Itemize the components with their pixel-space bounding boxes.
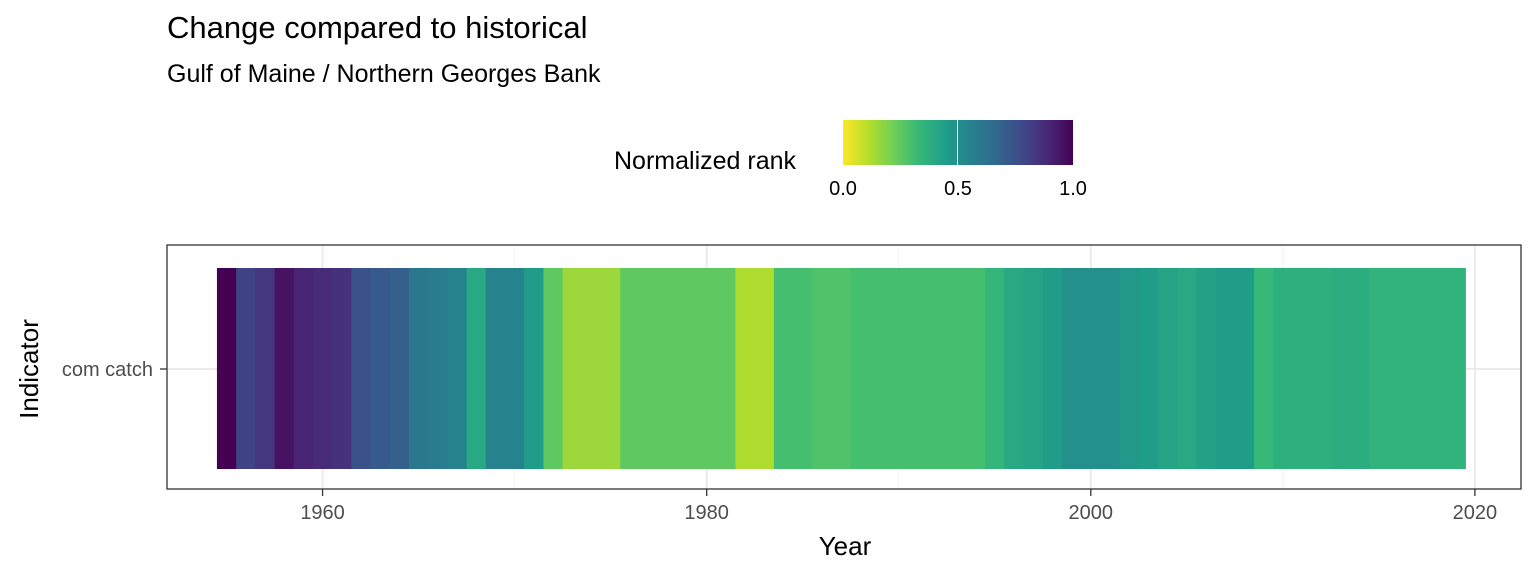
heatmap-tile-1996: [1004, 268, 1025, 469]
heatmap-tile-1992: [927, 268, 948, 469]
heatmap-tile-2008: [1234, 268, 1255, 469]
legend-tick-label-0: 0.0: [829, 178, 857, 200]
heatmap-tile-1955: [216, 268, 237, 469]
heatmap-tile-1989: [869, 268, 890, 469]
panel-border: [166, 244, 1522, 490]
heatmap-tile-1994: [965, 268, 986, 469]
x-tick-label: 1980: [684, 502, 729, 524]
heatmap-tile-2010: [1273, 268, 1294, 469]
x-tick-label: 1960: [300, 502, 345, 524]
heatmap-tile-1982: [735, 268, 756, 469]
heatmap-tile-2005: [1177, 268, 1198, 469]
heatmap-tile-1962: [351, 268, 372, 469]
heatmap-tile-2002: [1119, 268, 1140, 469]
heatmap-tile-1963: [370, 268, 391, 469]
heatmap-tile-2007: [1215, 268, 1236, 469]
heatmap-tile-1987: [831, 268, 852, 469]
heatmap-tile-1968: [466, 268, 487, 469]
heatmap-tile-1959: [293, 268, 314, 469]
heatmap-tiles: [216, 268, 1466, 469]
heatmap-tile-1985: [793, 268, 813, 469]
x-axis-title: Year: [819, 531, 872, 561]
heatmap-tile-2013: [1330, 268, 1351, 469]
heatmap-tile-1957: [255, 268, 276, 469]
heatmap-tile-1983: [754, 268, 775, 469]
y-axis-title: Indicator: [14, 319, 44, 419]
heatmap-tile-2014: [1350, 268, 1370, 469]
heatmap-tile-1984: [773, 268, 794, 469]
heatmap-tile-2017: [1407, 268, 1428, 469]
heatmap-tile-1967: [447, 268, 468, 469]
heatmap-tile-2011: [1292, 268, 1313, 469]
legend-tick-label-1: 0.5: [944, 178, 972, 200]
heatmap-tile-1981: [716, 268, 737, 469]
heatmap-tile-2004: [1158, 268, 1178, 469]
heatmap-tile-1986: [812, 268, 833, 469]
heatmap-tile-1969: [485, 268, 506, 469]
legend-colorbar: [843, 120, 1073, 165]
heatmap-tile-2018: [1426, 268, 1447, 469]
heatmap-tile-1988: [850, 268, 871, 469]
heatmap-tile-1971: [524, 268, 545, 469]
heatmap-tile-2019: [1446, 268, 1466, 469]
heatmap-tile-2001: [1100, 268, 1121, 469]
heatmap-tile-1961: [332, 268, 352, 469]
heatmap-tile-1995: [985, 268, 1005, 469]
heatmap-tile-1979: [677, 268, 698, 469]
heatmap-tile-1976: [620, 268, 641, 469]
heatmap-tile-1965: [408, 268, 429, 469]
heatmap-tile-1974: [581, 268, 602, 469]
heatmap-tile-2009: [1254, 268, 1274, 469]
y-tick-label: com catch: [62, 359, 153, 381]
heatmap-tile-2000: [1081, 268, 1101, 469]
heatmap-tile-1990: [889, 268, 909, 469]
heatmap-tile-1991: [908, 268, 929, 469]
heatmap-tile-2016: [1388, 268, 1409, 469]
heatmap-tile-1993: [946, 268, 967, 469]
legend-tick-mark: [957, 120, 958, 165]
chart-title: Change compared to historical: [167, 10, 588, 45]
x-tick-label: 2020: [1453, 502, 1498, 524]
x-axis: 1960 1980 2000 2020: [300, 489, 1497, 524]
chart-subtitle: Gulf of Maine / Northern Georges Bank: [167, 60, 601, 88]
heatmap-tile-1977: [639, 268, 660, 469]
legend-title: Normalized rank: [614, 147, 797, 175]
heatmap-tile-1998: [1042, 268, 1063, 469]
heatmap-tile-1999: [1061, 268, 1082, 469]
heatmap-tile-1966: [428, 268, 449, 469]
heatmap-tile-1997: [1023, 268, 1044, 469]
heatmap-tile-1960: [312, 268, 333, 469]
heatmap-tile-1972: [543, 268, 564, 469]
heatmap-tile-1973: [562, 268, 583, 469]
heatmap-tile-1956: [236, 268, 256, 469]
heatmap-tile-1958: [274, 268, 295, 469]
legend-tick-label-2: 1.0: [1059, 178, 1087, 200]
heatmap-tile-2015: [1369, 268, 1390, 469]
heatmap-tile-1980: [697, 268, 717, 469]
x-tick-label: 2000: [1069, 502, 1114, 524]
heatmap-tile-1964: [389, 268, 410, 469]
heatmap-tile-1970: [505, 268, 525, 469]
heatmap-tile-2006: [1196, 268, 1217, 469]
heatmap-tile-1978: [658, 268, 679, 469]
heatmap-tile-2012: [1311, 268, 1332, 469]
heatmap-tile-2003: [1138, 268, 1159, 469]
heatmap-tile-1975: [601, 268, 621, 469]
